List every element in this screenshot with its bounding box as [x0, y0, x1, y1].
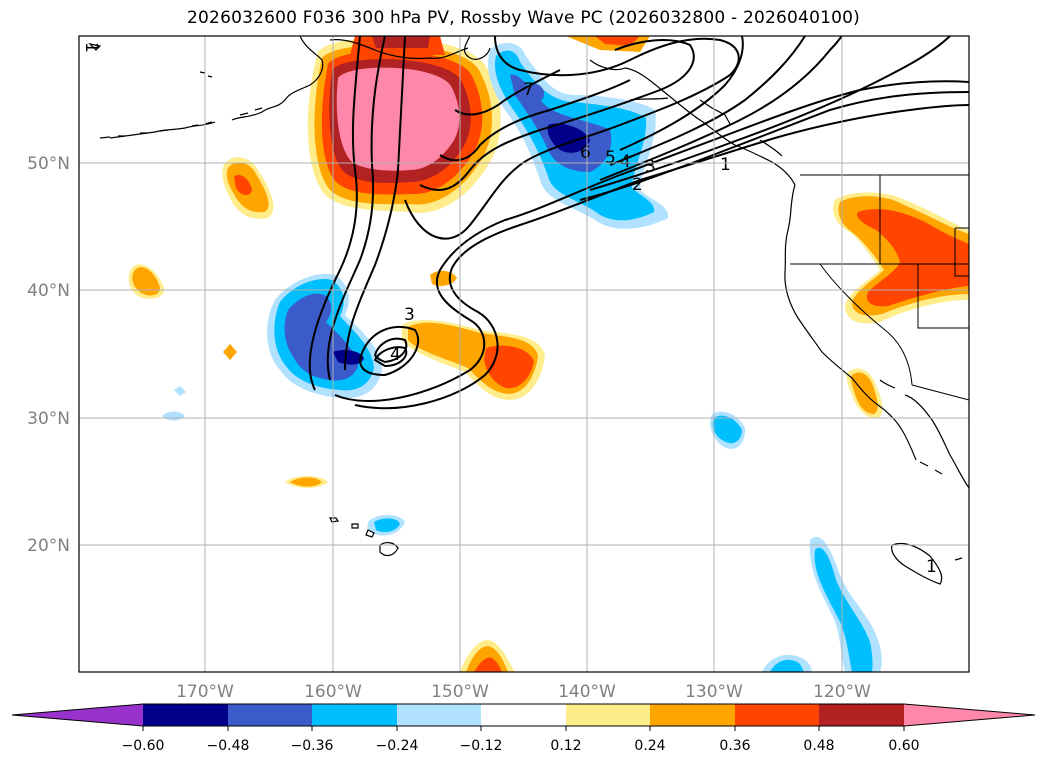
lon-label: 140°W	[558, 682, 616, 702]
map-title: 2026032600 F036 300 hPa PV, Rossby Wave …	[187, 8, 860, 28]
colorbar-tick-label: −0.60	[122, 738, 165, 754]
colorbar-segment	[228, 704, 312, 726]
lon-label: 160°W	[304, 682, 362, 702]
colorbar: −0.60 −0.48 −0.36 −0.24 −0.12 0.12 0.24 …	[11, 703, 1036, 754]
colorbar-segment	[735, 704, 819, 726]
colorbar-segment	[650, 704, 735, 726]
contour-labels: 1 2 3 4 5 6 7 3 4 1 1	[81, 42, 937, 577]
gridlines	[79, 36, 969, 672]
lat-label: 50°N	[27, 154, 70, 174]
lon-label: 120°W	[813, 682, 871, 702]
colorbar-tick-label: −0.36	[291, 738, 334, 754]
colorbar-segment	[481, 704, 566, 726]
lon-label: 170°W	[176, 682, 234, 702]
lon-label: 130°W	[685, 682, 743, 702]
colorbar-tick-label: −0.12	[460, 738, 503, 754]
contour-label: 6	[580, 143, 591, 163]
contour-label: 4	[390, 345, 401, 365]
contour-label: 1	[926, 557, 937, 577]
contour-label: 1	[720, 155, 731, 175]
contour-label: 2	[632, 175, 643, 195]
colorbar-segment	[566, 704, 650, 726]
lat-label: 20°N	[27, 536, 70, 556]
lat-label: 40°N	[27, 281, 70, 301]
colorbar-tick-label: 0.48	[803, 738, 834, 754]
colorbar-extend-high	[904, 704, 1035, 726]
contour-label: 7	[523, 80, 534, 100]
contour-label: 1	[81, 42, 101, 53]
colorbar-tick-label: −0.24	[376, 738, 419, 754]
lon-label: 150°W	[431, 682, 489, 702]
lat-label: 30°N	[27, 409, 70, 429]
colorbar-extend-low	[12, 704, 143, 726]
colorbar-tick-label: −0.48	[207, 738, 250, 754]
colorbar-segment	[143, 704, 228, 726]
lat-labels: 50°N 40°N 30°N 20°N	[27, 154, 70, 556]
coastlines	[88, 36, 969, 585]
map-frame	[78, 35, 970, 673]
colorbar-segment	[819, 704, 904, 726]
colorbar-segment	[312, 704, 397, 726]
contour-label: 3	[645, 157, 656, 177]
colorbar-tick-label: 0.60	[888, 738, 919, 754]
colorbar-segment	[397, 704, 481, 726]
colorbar-tick-label: 0.24	[634, 738, 665, 754]
colorbar-tick-label: 0.12	[550, 738, 581, 754]
contour-label: 5	[605, 148, 616, 168]
contour-label: 3	[404, 305, 415, 325]
contour-label: 4	[620, 152, 631, 172]
lon-labels: 170°W 160°W 150°W 140°W 130°W 120°W	[176, 682, 871, 702]
colorbar-tick-label: 0.36	[719, 738, 750, 754]
